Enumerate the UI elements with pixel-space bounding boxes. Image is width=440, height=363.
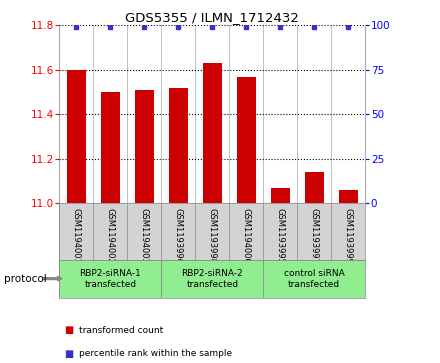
Bar — [271, 188, 290, 203]
Bar — [101, 92, 120, 203]
Text: GSM1193996: GSM1193996 — [174, 208, 183, 264]
Title: GDS5355 / ILMN_1712432: GDS5355 / ILMN_1712432 — [125, 11, 299, 24]
Text: GSM1194000: GSM1194000 — [242, 208, 251, 264]
Text: control siRNA
transfected: control siRNA transfected — [284, 269, 345, 289]
Text: GSM1193995: GSM1193995 — [276, 208, 285, 264]
Text: RBP2-siRNA-1
transfected: RBP2-siRNA-1 transfected — [80, 269, 141, 289]
Bar — [169, 88, 188, 203]
Text: protocol: protocol — [4, 274, 47, 284]
Bar — [237, 77, 256, 203]
Bar — [339, 190, 358, 203]
Bar — [203, 63, 222, 203]
Text: ■: ■ — [64, 325, 73, 335]
Text: transformed count: transformed count — [79, 326, 163, 335]
Bar — [263, 260, 365, 298]
Text: GSM1193998: GSM1193998 — [208, 208, 217, 264]
Bar — [161, 260, 263, 298]
Bar — [305, 172, 323, 203]
Text: GSM1193997: GSM1193997 — [310, 208, 319, 264]
Text: GSM1194002: GSM1194002 — [106, 208, 115, 264]
Text: percentile rank within the sample: percentile rank within the sample — [79, 350, 232, 358]
Bar — [67, 70, 86, 203]
Text: GSM1194003: GSM1194003 — [140, 208, 149, 264]
Text: ■: ■ — [64, 349, 73, 359]
Bar — [135, 90, 154, 203]
Bar — [59, 260, 161, 298]
Text: RBP2-siRNA-2
transfected: RBP2-siRNA-2 transfected — [181, 269, 243, 289]
Text: GSM1193999: GSM1193999 — [344, 208, 353, 264]
Text: GSM1194001: GSM1194001 — [72, 208, 81, 264]
